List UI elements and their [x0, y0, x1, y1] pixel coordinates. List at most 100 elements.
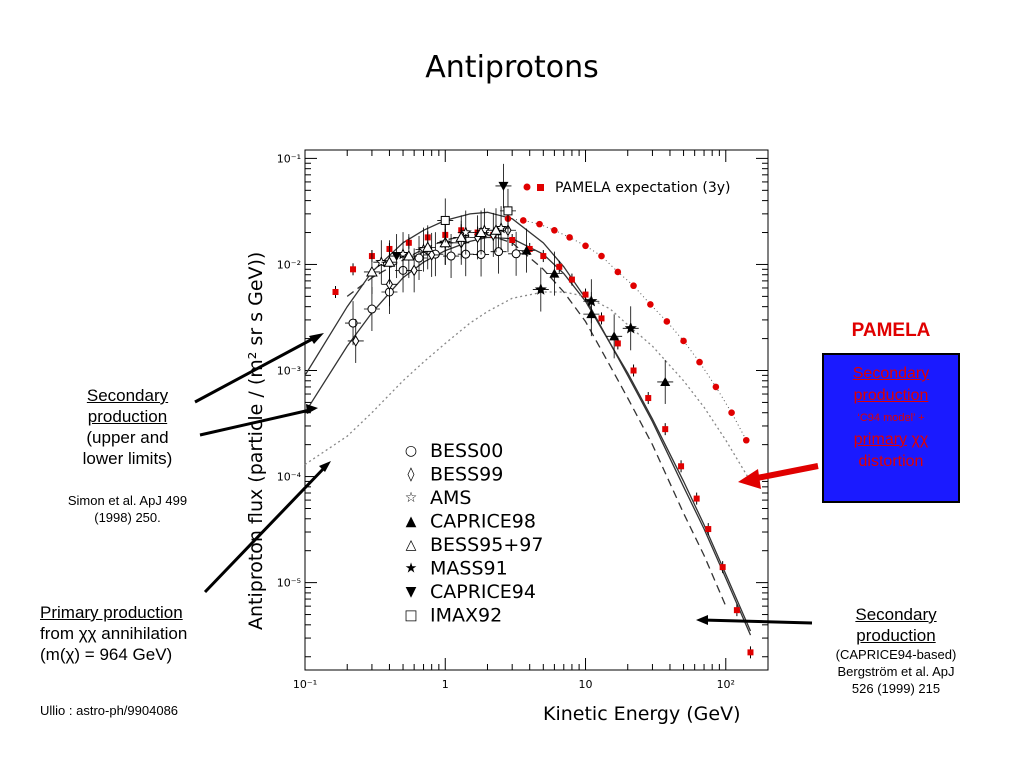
primary-left-ref: Ullio : astro-ph/9904086 [40, 702, 226, 719]
pamela-point [733, 607, 740, 614]
secondary-production-caprice94-based-curve [346, 234, 727, 607]
pamela-dot-point [728, 409, 735, 417]
pamela-point [645, 395, 652, 402]
pamela-line2: production [853, 387, 929, 404]
pamela-point [582, 291, 589, 298]
ams-point [459, 226, 472, 238]
bess95-97-point [421, 241, 434, 252]
legend: PAMELA expectation (3y) ○ BESS00 ◊ BESS99 ☆ AM… [404, 180, 730, 627]
pamela-dot-point [696, 358, 703, 366]
pamela-point [747, 649, 754, 656]
imax92-point [503, 206, 513, 216]
legend-marker-caprice94: ▼ [406, 584, 417, 600]
y-tick-label: 10⁻⁴ [277, 471, 302, 484]
pamela-point [568, 276, 575, 283]
bess00-point [511, 249, 521, 259]
bess95-97-point [366, 265, 378, 277]
caprice98-point [521, 245, 532, 255]
legend-label-ams: AMS [430, 487, 471, 509]
arrowheads [306, 333, 708, 625]
secondary-right-line4: Bergström et al. ApJ [837, 664, 955, 679]
legend-label-caprice98: CAPRICE98 [430, 511, 536, 533]
pamela-point [556, 263, 563, 270]
arrow-caprice-based [701, 618, 813, 625]
caprice94-point [391, 252, 402, 262]
mass91-point [585, 294, 598, 307]
legend-marker-bess99: ◊ [408, 467, 415, 483]
secondary-left-line3: (upper and [86, 428, 169, 447]
legend-label-bess00: BESS00 [430, 440, 503, 462]
pamela-line3: ‘C94 model’ + [857, 412, 925, 424]
bess00-point [494, 247, 504, 257]
legend-marker-imax92: □ [404, 608, 417, 624]
legend-label-caprice94: CAPRICE94 [430, 581, 536, 603]
legend-pamela-dot-marker [523, 183, 531, 191]
primary-left-line2: from χχ annihilation [40, 624, 188, 643]
pamela-dot-point [630, 282, 637, 290]
slide-title: Antiprotons [425, 50, 599, 85]
bess95-97-point [402, 250, 415, 261]
pamela-arrowhead [738, 469, 761, 489]
pamela-dot-point [663, 318, 671, 325]
arrowhead-upper-limit [309, 333, 324, 344]
arrowhead-lower-limit [306, 404, 318, 414]
pamela-point [719, 564, 726, 571]
pamela-dot-point [536, 220, 543, 228]
bess95-97-point [475, 226, 487, 238]
primary-left-ref-text: Ullio : astro-ph/9904086 [40, 703, 179, 718]
ams-point [375, 255, 388, 268]
bess99-point [352, 334, 360, 347]
pamela-box: Secondary production ‘C94 model’ + prima… [822, 353, 960, 503]
bess95-97-point [490, 224, 502, 235]
secondary-right-line3: (CAPRICE94-based) [835, 647, 957, 662]
secondary-right-note: Secondary production (CAPRICE94-based) B… [800, 604, 992, 697]
arrow-lower-limit [199, 408, 311, 437]
legend-label-bess99: BESS99 [430, 464, 503, 486]
plot-frame [304, 149, 769, 671]
bess00-point [414, 253, 424, 263]
legend-marker-bess00: ○ [405, 443, 417, 459]
pamela-point [598, 315, 605, 322]
primary-production-curve [304, 291, 752, 482]
caprice94-point [498, 181, 509, 191]
bess99-point [385, 278, 394, 291]
y-axis-label: Antiproton flux (particle / (m² sr s GeV… [245, 252, 267, 630]
x-tick-label: 1 [442, 678, 449, 691]
y-tick-label: 10⁻² [277, 258, 301, 271]
legend-marker-caprice98: ▲ [406, 514, 417, 530]
pamela-dot-point [647, 301, 654, 308]
bess95-97-point [383, 256, 396, 267]
arrowhead-primary [319, 461, 331, 472]
primary-left-line1: Primary production [40, 603, 183, 622]
pamela-dot-point [742, 436, 750, 444]
pamela-dot-point [680, 337, 687, 345]
pamela-point [678, 463, 685, 470]
bess99-point [410, 264, 418, 277]
legend-pamela-square-marker [537, 184, 544, 191]
pamela-point [509, 237, 516, 244]
secondary-left-line4: lower limits) [82, 449, 173, 468]
pamela-line5: distortion [858, 453, 924, 470]
pamela-title: PAMELA [851, 320, 931, 341]
primary-left-note: Primary production from χχ annihilation … [40, 602, 226, 665]
pamela-point [540, 253, 547, 260]
legend-pamela-label: PAMELA expectation (3y) [555, 180, 731, 196]
pamela-dot-point [712, 383, 720, 391]
pamela-point [662, 426, 669, 433]
pamela-point [705, 526, 712, 533]
pamela-line4a: primary [853, 431, 908, 448]
annotation-arrows [194, 334, 813, 625]
x-axis-label: Kinetic Energy (GeV) [543, 703, 740, 725]
y-tick-label: 10⁻³ [277, 365, 301, 378]
data-points [332, 163, 754, 659]
pamela-dotted-curve [507, 218, 747, 441]
mass91-point [624, 321, 637, 334]
pamela-point [614, 340, 621, 347]
axis-ticks: 10⁻¹ 1 10 10² 10⁻¹ 10⁻² 10⁻³ 10⁻⁴ 10⁻⁵ [277, 150, 769, 691]
pamela-dot-point [519, 217, 527, 224]
arrow-primary [203, 464, 328, 594]
x-tick-label: 10 [579, 678, 593, 691]
pamela-dot-point [566, 234, 573, 241]
pamela-dot-point [551, 226, 558, 234]
